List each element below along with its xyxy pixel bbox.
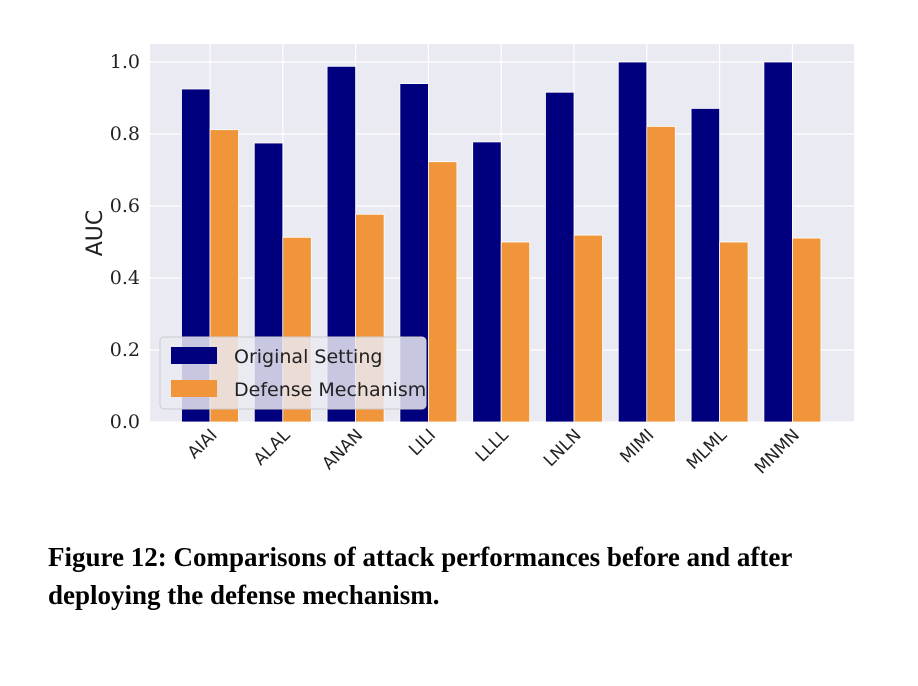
x-tick-label: ALAL bbox=[250, 425, 295, 470]
legend-label-original: Original Setting bbox=[234, 346, 382, 368]
x-tick-label: MLML bbox=[683, 425, 732, 474]
legend: Original Setting Defense Mechanism bbox=[159, 336, 427, 410]
x-tick-label: MNMN bbox=[751, 425, 804, 478]
legend-label-defense: Defense Mechanism bbox=[234, 379, 426, 401]
bar-original-MIMI bbox=[617, 61, 648, 423]
legend-swatch-original bbox=[171, 347, 217, 364]
bar-original-MLML bbox=[690, 108, 720, 423]
y-tick-label: 0.6 bbox=[110, 195, 140, 217]
y-tick-label: 0.8 bbox=[110, 123, 140, 145]
x-tick-label: LNLN bbox=[540, 425, 586, 471]
bar-original-LLLL bbox=[472, 141, 502, 423]
bar-original-MNMN bbox=[763, 61, 793, 423]
bar-chart: 0.0 0.2 0.4 0.6 0.8 1.0 AIAI ALAL ANAN LILI LLLL L… bbox=[83, 44, 854, 478]
bar-defense-LLLL bbox=[500, 241, 531, 423]
figure-caption: Figure 12: Comparisons of attack perform… bbox=[48, 542, 792, 610]
bar-original-LNLN bbox=[545, 91, 575, 423]
bar-defense-LILI bbox=[427, 161, 458, 423]
bar-defense-MIMI bbox=[646, 126, 676, 423]
x-tick-label: ANAN bbox=[319, 425, 368, 474]
bar-defense-MNMN bbox=[792, 237, 822, 423]
x-tick-label: LILI bbox=[405, 425, 440, 460]
legend-box bbox=[159, 336, 427, 410]
bar-defense-LNLN bbox=[573, 234, 603, 423]
x-tick-label: MIMI bbox=[616, 425, 658, 467]
y-tick-labels: 0.0 0.2 0.4 0.6 0.8 1.0 bbox=[110, 51, 140, 433]
bar-defense-MLML bbox=[719, 241, 749, 423]
y-tick-label: 1.0 bbox=[110, 51, 140, 73]
legend-swatch-defense bbox=[171, 380, 217, 397]
y-tick-label: 0.0 bbox=[110, 411, 140, 433]
x-tick-labels: AIAI ALAL ANAN LILI LLLL LNLN MIMI MLML MNMN bbox=[184, 425, 804, 478]
y-tick-label: 0.4 bbox=[110, 267, 140, 289]
y-axis-label: AUC bbox=[83, 210, 108, 257]
y-tick-label: 0.2 bbox=[110, 339, 140, 361]
x-tick-label: AIAI bbox=[184, 425, 222, 463]
x-tick-label: LLLL bbox=[472, 425, 513, 466]
